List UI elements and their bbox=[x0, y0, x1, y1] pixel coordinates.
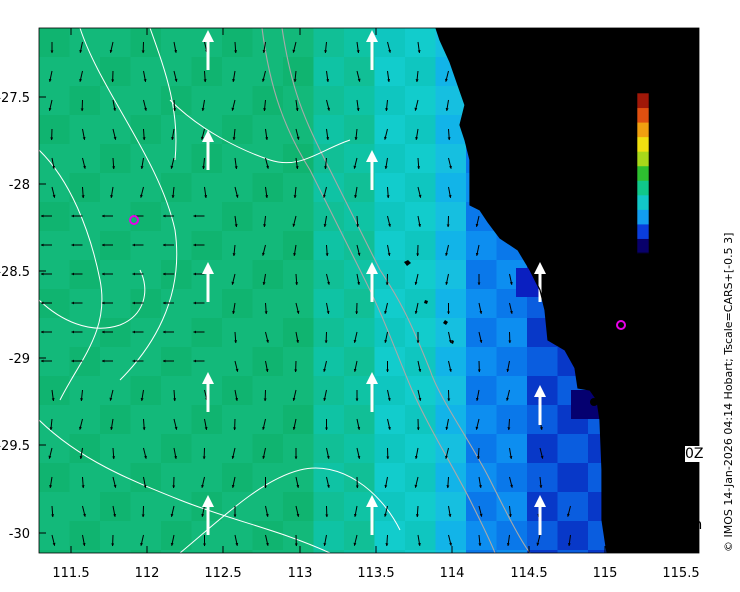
argo-legend-marker bbox=[616, 320, 626, 330]
colorbar-tick-0: 0 bbox=[651, 247, 658, 258]
contour-legend-200m: 200m bbox=[653, 500, 694, 516]
colorbar-tick-10: 10 bbox=[651, 183, 664, 194]
x-tick-label: 114.5 bbox=[510, 566, 547, 581]
x-tick-label: 111.5 bbox=[52, 566, 89, 581]
x-tick-label: 114 bbox=[440, 566, 465, 581]
x-tick-label: 112 bbox=[135, 566, 160, 581]
dongara-label: Dongara bbox=[599, 386, 671, 404]
y-tick-label: -28 bbox=[9, 178, 30, 193]
y-tick-label: -29 bbox=[9, 352, 30, 367]
colorbar-tick-5: 5 bbox=[651, 215, 658, 226]
plot-frame bbox=[38, 27, 700, 554]
x-axis: 111.5 112 112.5 113 113.5 114 114.5 115 115.5 bbox=[52, 28, 700, 581]
y-tick-label: -30 bbox=[9, 527, 30, 542]
x-tick-label: 115.5 bbox=[662, 566, 699, 581]
colorbar-tick-15: 15 bbox=[651, 152, 664, 163]
product-name: NRT00 GSL bbox=[484, 80, 562, 96]
x-tick-label: 113.5 bbox=[357, 566, 394, 581]
y-tick-label: -29.5 bbox=[0, 439, 30, 454]
bathymetry-contours bbox=[39, 28, 531, 553]
land-mass bbox=[436, 28, 699, 553]
coastline bbox=[435, 28, 608, 553]
colorbar-tick-25: 25 bbox=[651, 87, 664, 98]
contour-legend-1000m: 1000m bbox=[653, 517, 703, 533]
credit-text: © IMOS 14-Jan-2026 04:14 Hobart; Tscale=… bbox=[722, 232, 735, 552]
partial-time-label: 0Z bbox=[685, 446, 704, 462]
dongara-marker bbox=[590, 398, 598, 406]
y-axis: -27.5 -28 -28.5 -29 -29.5 -30 bbox=[0, 91, 699, 542]
y-tick-label: -28.5 bbox=[0, 265, 30, 280]
x-tick-label: 113 bbox=[288, 566, 313, 581]
wind-vectors bbox=[40, 30, 571, 547]
argo-legend-label: Argo (1) bbox=[638, 318, 683, 331]
colorbar-tick-20: 20 bbox=[651, 120, 664, 131]
current-scale-text: 0.5m/s (1kt 6h) bbox=[484, 115, 593, 131]
colorbar bbox=[636, 92, 650, 254]
product-time: 02-Jan 18:00Z bbox=[484, 97, 584, 113]
y-tick-label: -27.5 bbox=[0, 91, 30, 106]
islands bbox=[404, 260, 454, 344]
map-date-title: 01-Jan-2026 20Z bbox=[468, 37, 586, 53]
x-tick-label: 112.5 bbox=[204, 566, 241, 581]
x-tick-label: 115 bbox=[593, 566, 618, 581]
colorbar-label: Wind Speed (access-r 3hr avg) bbox=[668, 88, 681, 278]
argo-float-marker bbox=[129, 215, 139, 225]
